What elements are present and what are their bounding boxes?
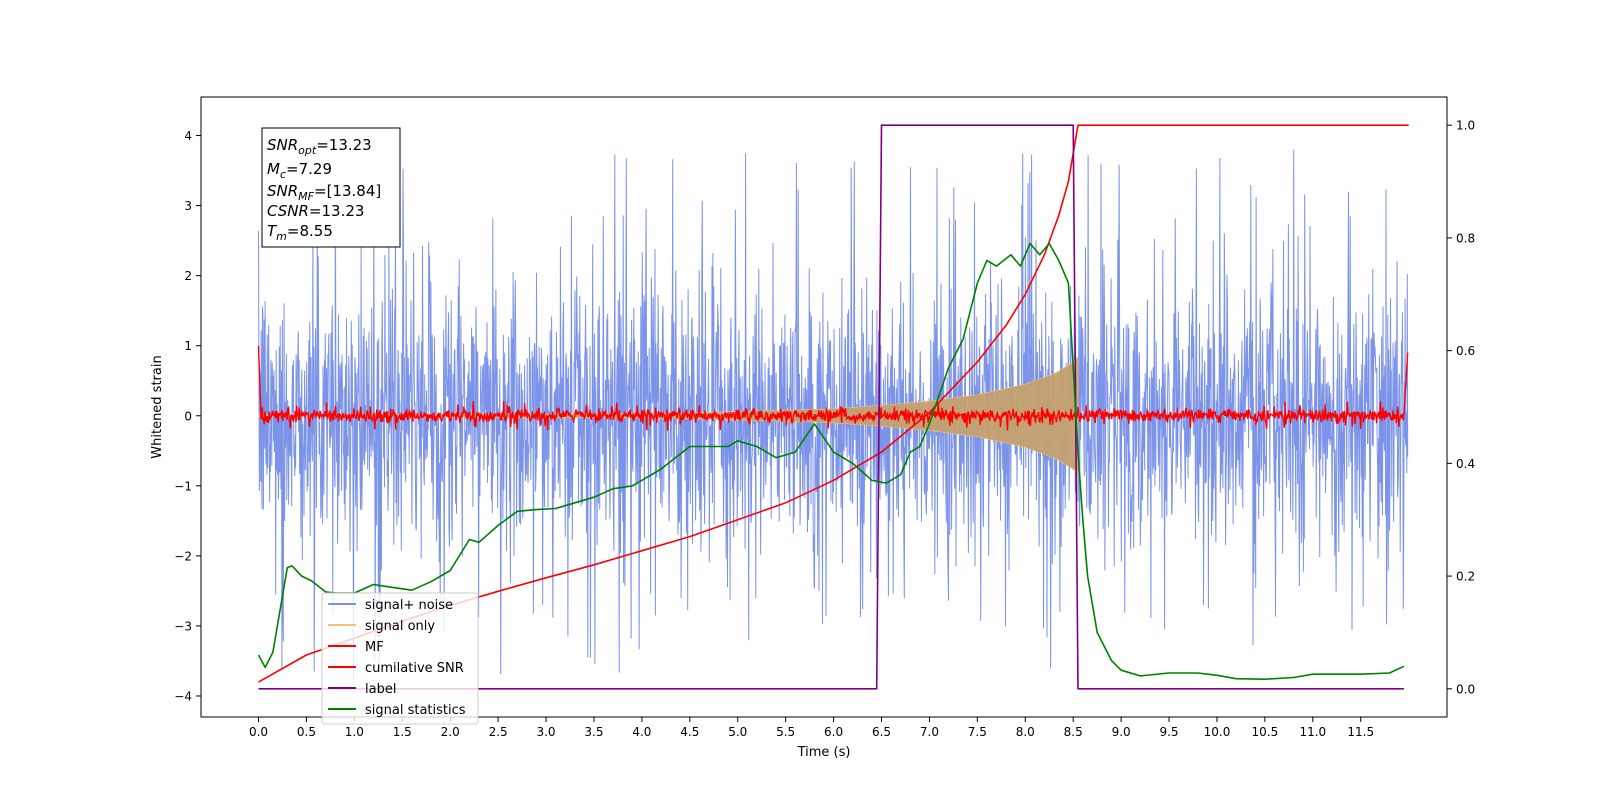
x-tick-label: 4.5 [680, 725, 699, 739]
x-tick-label: 0.5 [297, 725, 316, 739]
annotation-line-snr-mf: SNRMF=[13.84] [267, 182, 381, 203]
annotation-line-tm: Tm=8.55 [267, 222, 333, 243]
y-tick-label: −1 [174, 479, 192, 493]
annotation-line-snr-opt: SNRopt=13.23 [267, 136, 372, 157]
x-tick-label: 5.5 [776, 725, 795, 739]
legend-label-signal-noise: signal+ noise [365, 598, 453, 613]
y-axis-left: 4 3 2 1 0 −1 −2 −3 −4 [174, 129, 201, 703]
x-tick-label: 1.0 [345, 725, 364, 739]
y-tick-label: 4 [184, 129, 192, 143]
y-tick-label: −4 [174, 689, 192, 703]
x-tick-label: 9.5 [1159, 725, 1178, 739]
legend-label-signal-statistics: signal statistics [365, 703, 466, 718]
label-line [258, 124, 1404, 690]
x-tick-label: 2.0 [441, 725, 460, 739]
signal-noise-line [258, 149, 1409, 681]
x-tick-label: 8.5 [1064, 725, 1083, 739]
x-tick-label: 6.0 [824, 725, 843, 739]
mf-line [257, 345, 1409, 431]
x-tick-label: 7.5 [968, 725, 987, 739]
x-tick-label: 11.0 [1299, 725, 1326, 739]
x-tick-label: 6.5 [872, 725, 891, 739]
y-axis-label: Whitened strain [150, 355, 165, 458]
y2-tick-label: 0.6 [1456, 344, 1475, 358]
legend-label-cumulative-snr: cumilative SNR [365, 661, 464, 676]
plot-frame [200, 96, 1448, 718]
x-tick-label: 0.0 [249, 725, 268, 739]
legend: signal+ noise signal only MF cumilative … [321, 592, 479, 725]
metrics-annotation: SNRopt=13.23 Mc=7.29 SNRMF=[13.84] CSNR=… [261, 127, 401, 248]
legend-label-signal-only: signal only [365, 619, 435, 634]
x-tick-label: 1.5 [393, 725, 412, 739]
x-tick-label: 4.0 [632, 725, 651, 739]
y2-tick-label: 0.0 [1456, 682, 1475, 696]
y2-tick-label: 0.4 [1456, 457, 1475, 471]
y-tick-label: 1 [184, 339, 192, 353]
annotation-line-csnr: CSNR=13.23 [267, 202, 364, 220]
y-tick-label: −2 [174, 549, 192, 563]
annotation-box [261, 127, 401, 248]
legend-label-mf: MF [365, 640, 384, 655]
mf-series [257, 345, 1409, 431]
signal-statistics-line [257, 242, 1405, 680]
signal-noise-series [258, 149, 1409, 681]
y-axis-right: 1.0 0.8 0.6 0.4 0.2 0.0 [1447, 119, 1475, 696]
x-tick-label: 10.0 [1204, 725, 1231, 739]
y-tick-label: 2 [184, 269, 192, 283]
y2-tick-label: 0.8 [1456, 231, 1475, 245]
x-tick-label: 3.5 [584, 725, 603, 739]
y2-tick-label: 0.2 [1456, 570, 1475, 584]
x-tick-label: 3.0 [536, 725, 555, 739]
x-tick-label: 10.5 [1252, 725, 1279, 739]
y-tick-label: −3 [174, 619, 192, 633]
y2-tick-label: 1.0 [1456, 119, 1475, 133]
x-axis-label: Time (s) [797, 745, 851, 760]
x-tick-label: 7.0 [920, 725, 939, 739]
y-tick-label: 0 [184, 409, 192, 423]
x-tick-label: 9.0 [1112, 725, 1131, 739]
x-axis: 0.0 0.5 1.0 1.5 2.0 2.5 3.0 3.5 4.0 4.5 5.0 5.5 6.0 6… [249, 717, 1374, 739]
x-tick-label: 2.5 [489, 725, 508, 739]
x-tick-label: 8.0 [1016, 725, 1035, 739]
y-tick-label: 3 [184, 199, 192, 213]
legend-label-label: label [365, 682, 396, 697]
x-tick-label: 11.5 [1347, 725, 1374, 739]
legend-box [321, 592, 479, 725]
annotation-line-mc: Mc=7.29 [267, 160, 332, 181]
x-tick-label: 5.0 [728, 725, 747, 739]
